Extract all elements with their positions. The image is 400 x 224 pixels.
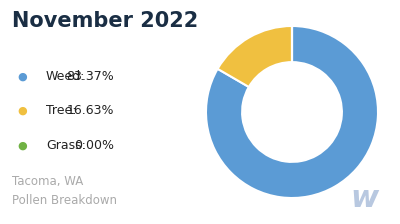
Text: November 2022: November 2022 [12,11,198,31]
Text: 83.37%: 83.37% [66,70,114,83]
Text: Tree:: Tree: [46,104,76,117]
Text: Tacoma, WA
Pollen Breakdown: Tacoma, WA Pollen Breakdown [12,175,117,207]
Wedge shape [206,26,378,198]
Wedge shape [218,26,292,87]
Text: 0.00%: 0.00% [74,139,114,152]
Text: 16.63%: 16.63% [66,104,114,117]
Text: ●: ● [17,141,27,151]
Text: ●: ● [17,71,27,81]
Text: Grass:: Grass: [46,139,86,152]
Text: w: w [350,184,378,213]
Text: Weed:: Weed: [46,70,85,83]
Text: ●: ● [17,106,27,116]
